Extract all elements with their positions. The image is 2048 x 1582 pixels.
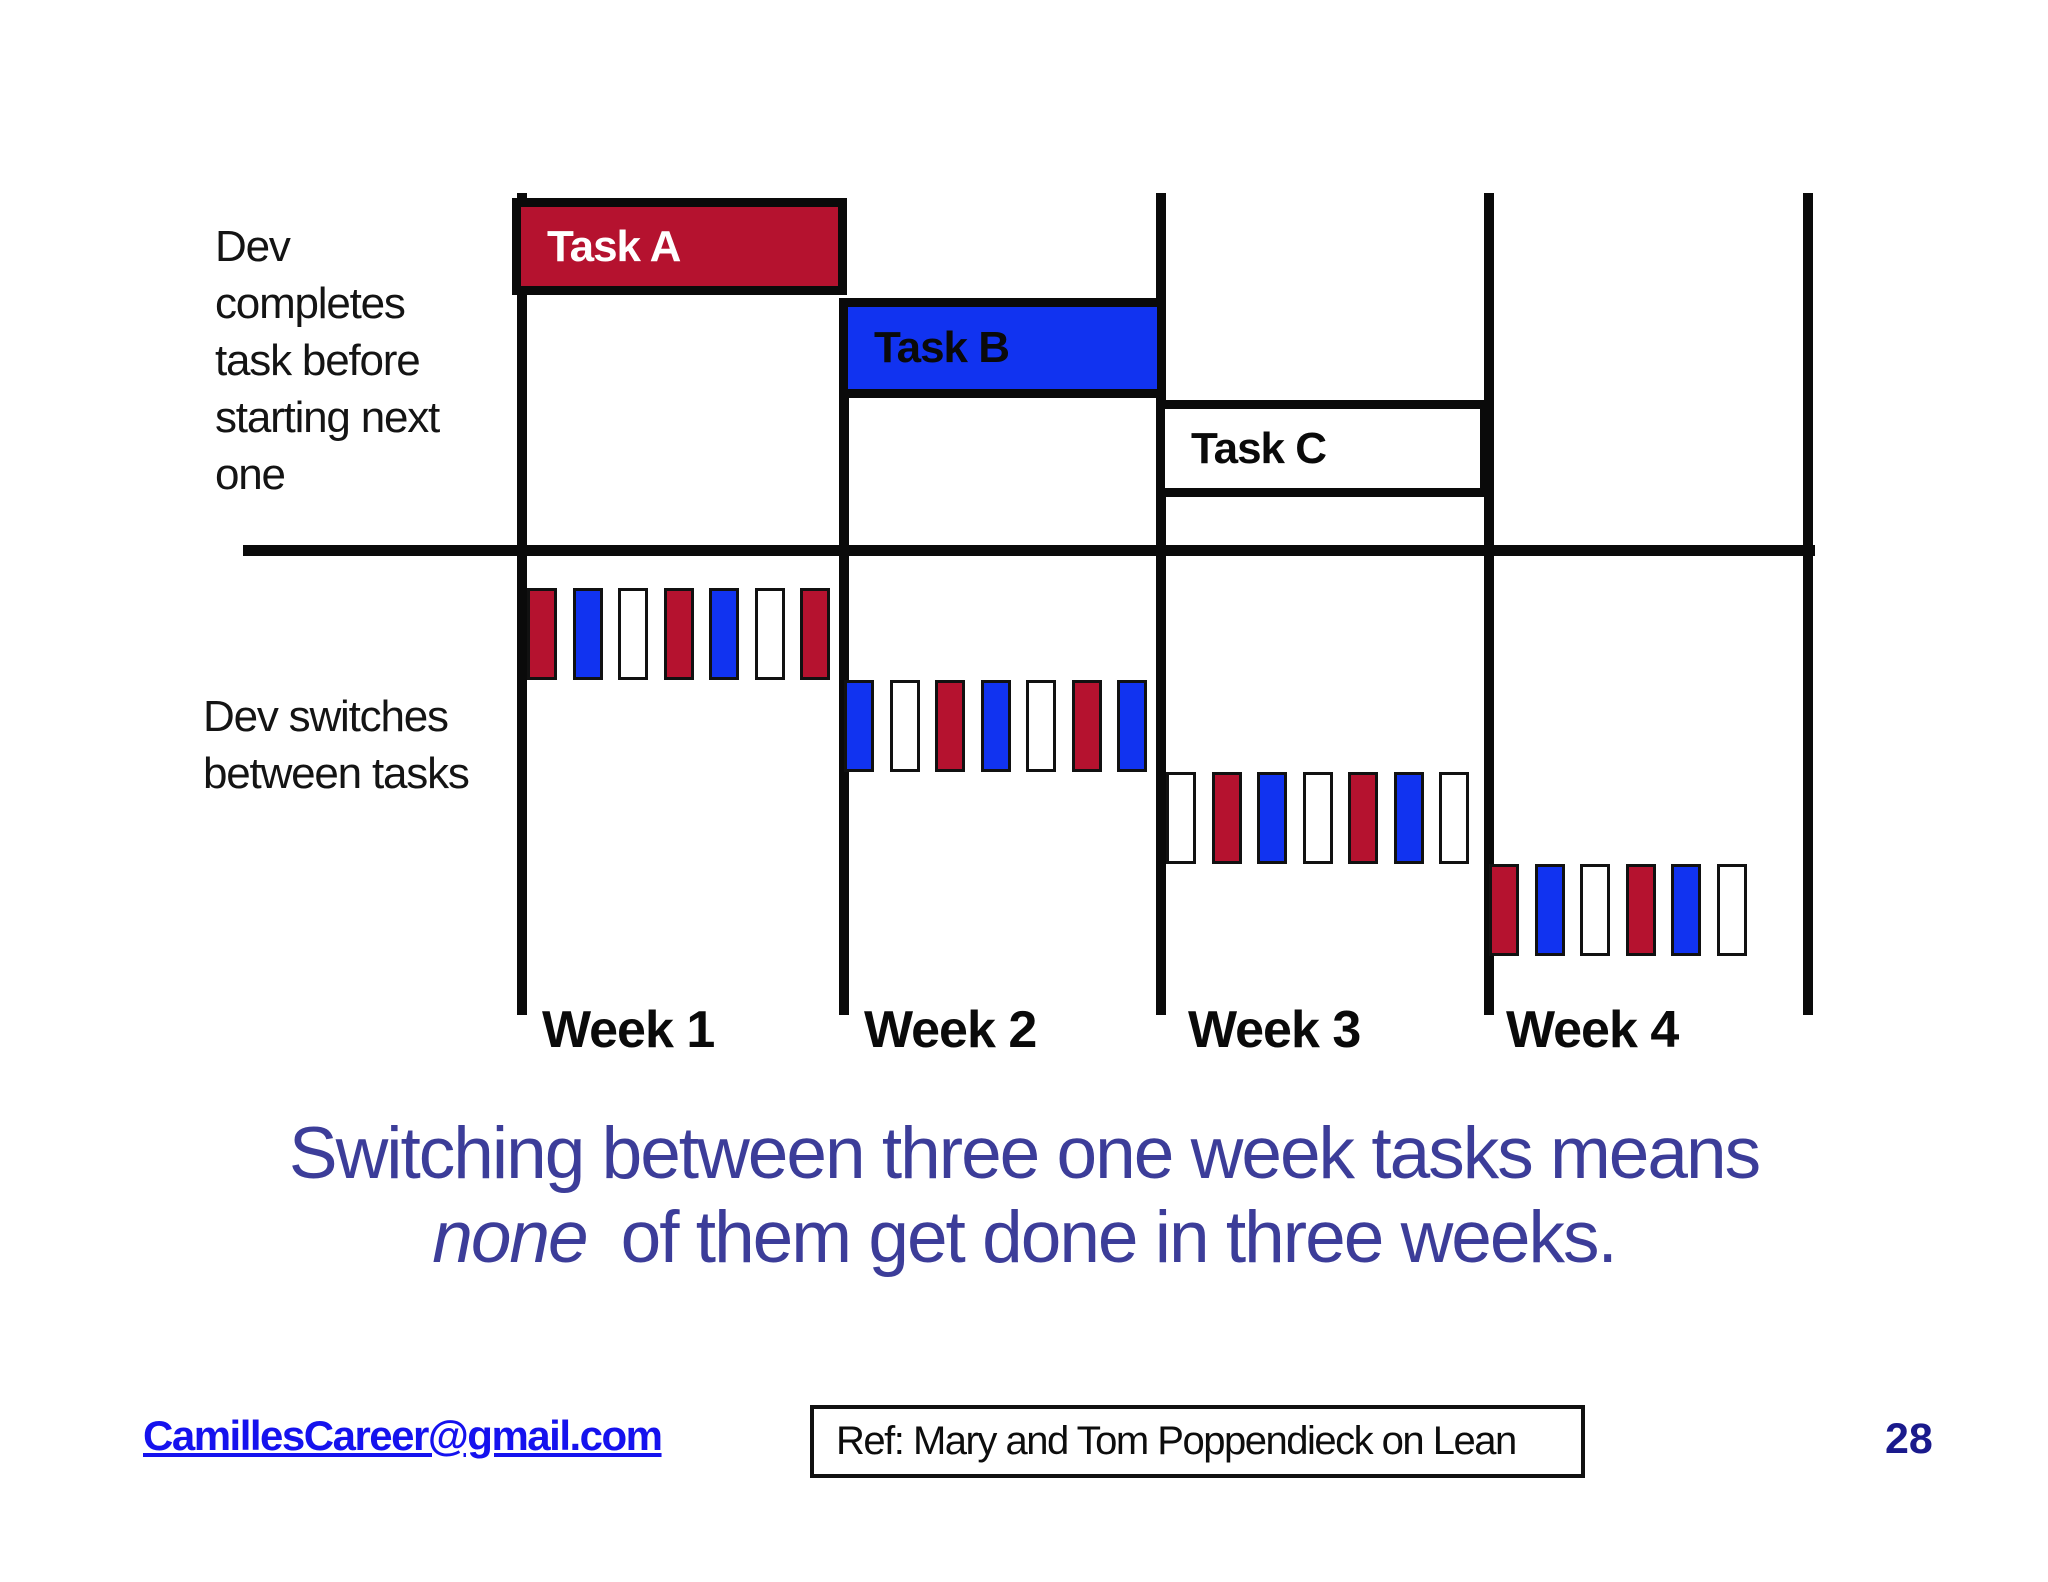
switch-bar-week3-white — [1302, 772, 1333, 864]
week-boundary-line-1 — [517, 193, 527, 1015]
switch-bar-week4-blue — [1671, 864, 1701, 956]
note-line: completes — [215, 279, 406, 328]
email-link[interactable]: CamillesCareer@gmail.com — [143, 1412, 663, 1459]
label-dev-switches: Dev switches between tasks — [203, 688, 470, 802]
note-line: between tasks — [203, 749, 470, 798]
switch-bar-week4-blue — [1534, 864, 1565, 956]
reference-box: Ref: Mary and Tom Poppendieck on Lean — [810, 1405, 1585, 1478]
switch-bar-week1-blue — [572, 588, 603, 680]
week-3-label: Week 3 — [1188, 1001, 1361, 1059]
task-a-label: Task A — [547, 221, 681, 271]
task-a-bar: Task A — [512, 198, 847, 295]
switch-bar-week1-red — [663, 588, 694, 680]
headline-line-2: none of them get done in three weeks. — [24, 1196, 2024, 1279]
switch-bar-week1-red — [800, 588, 830, 680]
scenario-divider-line — [243, 545, 1815, 556]
switch-bar-week4-red — [1625, 864, 1656, 956]
switch-bar-week2-white — [1026, 680, 1056, 772]
task-b-bar: Task B — [839, 298, 1166, 398]
note-line: Dev — [215, 222, 291, 271]
week-1-label: Week 1 — [542, 1001, 715, 1059]
switch-bar-week1-blue — [709, 588, 739, 680]
task-c-label: Task C — [1191, 423, 1327, 473]
switch-bar-week4-red — [1489, 864, 1519, 956]
switch-bar-week1-white — [618, 588, 648, 680]
week-boundary-line-5 — [1803, 193, 1813, 1015]
switch-bar-week4-white — [1580, 864, 1610, 956]
switch-bar-week3-red — [1211, 772, 1242, 864]
reference-text: Ref: Mary and Tom Poppendieck on Lean — [836, 1419, 1517, 1463]
week-4-label: Week 4 — [1506, 1001, 1679, 1059]
switch-bar-week2-blue — [844, 680, 874, 772]
switch-bar-week3-red — [1348, 772, 1378, 864]
switch-bar-week3-white — [1166, 772, 1196, 864]
switch-bar-week4-white — [1716, 864, 1747, 956]
headline-none-italic: none — [432, 1197, 588, 1278]
page-number: 28 — [1885, 1415, 1933, 1463]
week-2-label: Week 2 — [864, 1001, 1037, 1059]
switch-bar-week2-red — [935, 680, 965, 772]
switch-bar-week3-blue — [1257, 772, 1287, 864]
switch-bar-week2-blue — [980, 680, 1011, 772]
note-line: Dev switches — [203, 692, 449, 741]
switch-bar-week1-white — [754, 588, 785, 680]
task-b-label: Task B — [874, 323, 1010, 372]
switch-bar-week3-blue — [1393, 772, 1424, 864]
switch-bar-week1-red — [527, 588, 557, 680]
headline-line-2-rest: of them get done in three weeks. — [620, 1197, 1618, 1278]
note-line: starting next — [215, 393, 440, 442]
note-line: task before — [215, 336, 421, 385]
switch-bar-week2-red — [1071, 680, 1102, 772]
label-dev-completes: Dev completes task before starting next … — [215, 218, 440, 503]
headline-line-1: Switching between three one week tasks m… — [288, 1113, 1761, 1194]
switch-bar-week2-white — [889, 680, 920, 772]
week-boundary-line-4 — [1484, 193, 1494, 1015]
switch-bar-week3-white — [1439, 772, 1469, 864]
week-boundary-line-3 — [1156, 193, 1166, 1015]
switch-bar-week2-blue — [1117, 680, 1147, 772]
task-c-bar: Task C — [1156, 400, 1489, 497]
note-line: one — [215, 450, 286, 499]
